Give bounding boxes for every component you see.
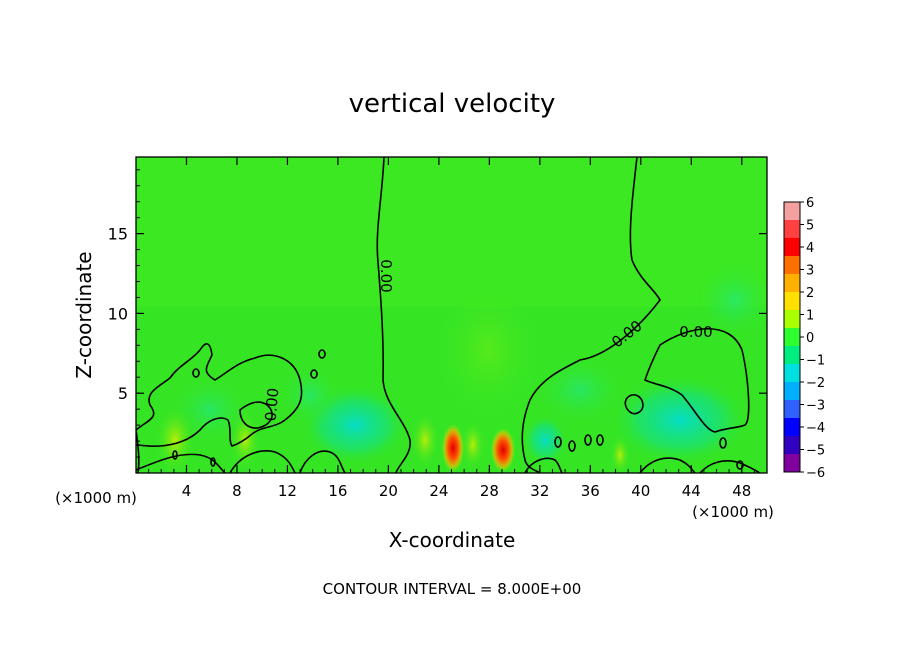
contour-bottom-2 bbox=[229, 450, 296, 473]
colorbar-cell bbox=[784, 238, 800, 257]
y-tick-label: 5 bbox=[118, 384, 128, 403]
contour-dot-6 bbox=[584, 434, 592, 446]
contour-dot-8 bbox=[172, 450, 178, 460]
colorbar-cell bbox=[784, 382, 800, 401]
x-tick-label: 4 bbox=[182, 482, 192, 500]
colorbar-cell bbox=[784, 328, 800, 347]
heatmap-field: 0.00 0.00 0.00 0.00 bbox=[136, 157, 767, 473]
updraft-weak-1 bbox=[155, 405, 195, 473]
x-tick-label: 32 bbox=[530, 482, 549, 500]
colorbar: 6 5 4 3 2 1 0 −1 −2 −3 −4 −5 −6 bbox=[783, 196, 825, 481]
contour-small-loop-2 bbox=[624, 394, 644, 415]
x-tick-label: 8 bbox=[232, 482, 242, 500]
colorbar-label: 0 bbox=[806, 331, 814, 346]
contour-bottom-5 bbox=[639, 457, 696, 473]
colorbar-label: −2 bbox=[806, 376, 825, 391]
contour-label-left: 0.00 bbox=[262, 387, 283, 422]
chart-title: vertical velocity bbox=[349, 89, 556, 119]
downdraft-right bbox=[610, 375, 750, 465]
x-tick-label: 48 bbox=[732, 482, 751, 500]
colorbar-label: 2 bbox=[806, 286, 814, 301]
mint-patch-right bbox=[695, 260, 767, 340]
colorbar-cell bbox=[784, 364, 800, 383]
contour-dot-10 bbox=[719, 437, 727, 449]
colorbar-cell bbox=[784, 400, 800, 419]
updraft-weak-5 bbox=[610, 435, 630, 473]
downdraft-mid-right bbox=[535, 355, 625, 425]
contour-interval-note: CONTOUR INTERVAL = 8.000E+00 bbox=[323, 580, 582, 598]
contour-line-center bbox=[376, 157, 411, 473]
colorbar-label: −6 bbox=[806, 466, 825, 481]
colorbar-label: −5 bbox=[806, 444, 825, 459]
contour-loop-right bbox=[644, 328, 750, 433]
colorbar-cell bbox=[784, 436, 800, 455]
contour-line-left bbox=[136, 343, 303, 448]
colorbar-label: −1 bbox=[806, 354, 825, 369]
colorbar-cell bbox=[784, 454, 800, 473]
x-tick-label: 12 bbox=[278, 482, 297, 500]
x-tick-label: 28 bbox=[480, 482, 499, 500]
x-tick-label: 20 bbox=[379, 482, 398, 500]
colorbar-label: 4 bbox=[806, 241, 814, 256]
zero-contours bbox=[136, 157, 761, 473]
updraft-strong-2 bbox=[491, 428, 515, 472]
x-tick-label: 44 bbox=[682, 482, 701, 500]
contour-small-loop-1 bbox=[239, 401, 273, 429]
contour-dot-7 bbox=[596, 434, 604, 446]
colorbar-cell bbox=[784, 346, 800, 365]
updraft-strong-1 bbox=[442, 424, 464, 472]
contour-dot-2 bbox=[192, 368, 200, 378]
field-upper-band bbox=[136, 157, 767, 307]
contour-dot-4 bbox=[554, 436, 562, 448]
y-tick-label: 10 bbox=[108, 304, 128, 323]
x-tick-label: 16 bbox=[328, 482, 347, 500]
colorbar-cell bbox=[784, 310, 800, 329]
colorbar-cell bbox=[784, 274, 800, 293]
colorbar-cell bbox=[784, 220, 800, 239]
x-axis-title: X-coordinate bbox=[389, 528, 516, 552]
colorbar-label: −4 bbox=[806, 421, 825, 436]
contour-dot-9 bbox=[210, 457, 216, 467]
colorbar-label: 3 bbox=[806, 264, 814, 279]
x-tick-label: 36 bbox=[581, 482, 600, 500]
y-axis-title: Z-coordinate bbox=[72, 251, 96, 378]
y-axis: 5 10 15 bbox=[108, 169, 767, 458]
x-tick-label: 40 bbox=[631, 482, 650, 500]
contour-dot-5 bbox=[568, 440, 576, 452]
x-unit-label: (×1000 m) bbox=[692, 503, 774, 521]
contour-dot-11 bbox=[736, 460, 744, 470]
contour-bottom-3 bbox=[299, 450, 346, 473]
y-tick-label: 15 bbox=[108, 225, 128, 244]
updraft-weak-3 bbox=[411, 412, 439, 468]
colorbar-label: 5 bbox=[806, 219, 814, 234]
colorbar-cell bbox=[784, 292, 800, 311]
contour-label-loop: 0.00 bbox=[679, 323, 712, 341]
contour-bottom-6 bbox=[699, 460, 761, 473]
colorbar-cell bbox=[784, 418, 800, 437]
colorbar-label: −3 bbox=[806, 399, 825, 414]
contour-bottom-1 bbox=[136, 453, 226, 473]
contour-label-center: 0.00 bbox=[377, 259, 395, 292]
contour-line-right bbox=[521, 157, 661, 473]
x-axis: 4 8 12 16 20 24 28 32 36 40 44 48 bbox=[148, 157, 755, 500]
contour-bottom-4 bbox=[524, 457, 563, 473]
downdraft-small bbox=[523, 415, 567, 465]
updraft-weak-4 bbox=[461, 420, 485, 470]
colorbar-cell bbox=[784, 256, 800, 275]
x-tick-label: 24 bbox=[429, 482, 448, 500]
contour-dot-3 bbox=[310, 369, 318, 379]
colorbar-label: 1 bbox=[806, 309, 814, 324]
colorbar-label: 6 bbox=[806, 196, 814, 211]
contour-dot-1 bbox=[318, 349, 326, 359]
y-unit-label: (×1000 m) bbox=[55, 489, 137, 507]
lime-plume bbox=[433, 275, 543, 425]
colorbar-cell bbox=[784, 202, 800, 221]
